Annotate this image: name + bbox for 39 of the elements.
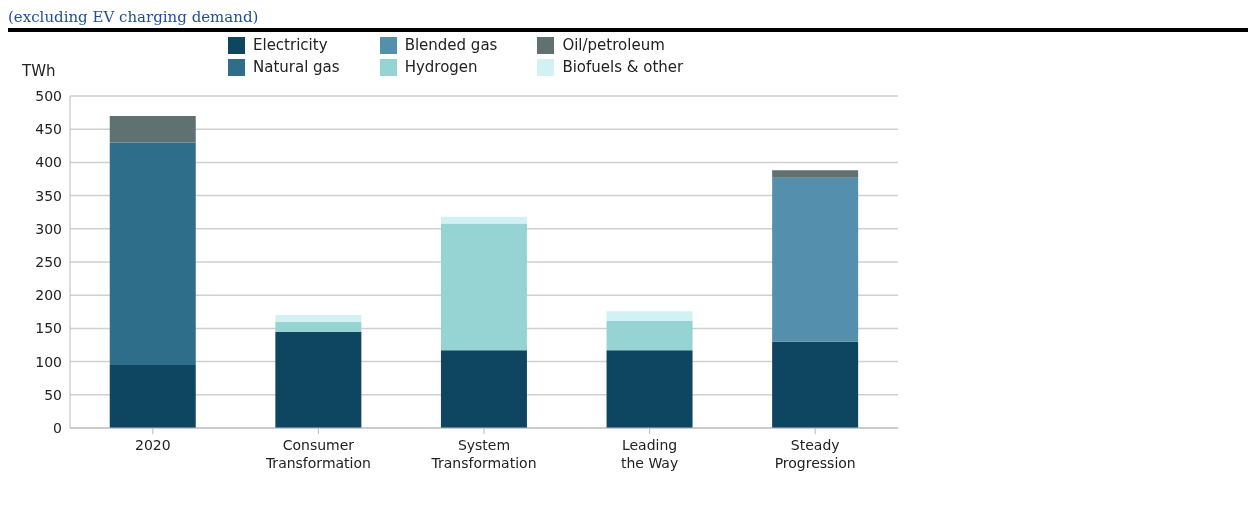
legend-label: Electricity <box>253 36 328 54</box>
bar <box>606 321 693 351</box>
y-tick-label: 100 <box>35 353 62 370</box>
legend-label: Natural gas <box>253 58 340 76</box>
bar <box>109 364 196 428</box>
legend-label: Oil/petroleum <box>562 36 665 54</box>
x-tick-label: Steady Progression <box>774 437 856 471</box>
bar <box>440 216 527 224</box>
legend-label: Hydrogen <box>404 58 478 76</box>
y-tick-label: 400 <box>35 154 62 171</box>
legend-label: Blended gas <box>404 36 498 54</box>
bar <box>772 177 859 342</box>
bar <box>275 315 362 322</box>
x-tick-label: Leading the Way <box>620 437 679 471</box>
y-tick-label: 450 <box>35 121 62 138</box>
bar <box>275 331 362 428</box>
bar <box>440 223 527 351</box>
bar <box>772 341 859 428</box>
y-tick-label: 50 <box>44 386 62 403</box>
y-tick-label: 0 <box>53 419 62 436</box>
y-tick-label: 200 <box>35 287 62 304</box>
x-tick-label: 2020 <box>134 437 171 453</box>
bar <box>440 350 527 428</box>
y-tick-label: 150 <box>35 320 62 337</box>
y-tick-label: 500 <box>35 87 62 104</box>
x-tick-label: Consumer Transformation <box>264 437 371 471</box>
x-tick-label: System Transformation <box>430 437 537 471</box>
y-tick-label: 300 <box>35 220 62 237</box>
bar <box>606 350 693 428</box>
y-axis-title: TWh <box>22 62 56 80</box>
bar <box>109 115 196 143</box>
bar <box>606 311 693 322</box>
legend-label: Biofuels & other <box>562 58 684 76</box>
bar <box>772 170 859 178</box>
bar <box>109 142 196 365</box>
y-tick-label: 350 <box>35 187 62 204</box>
y-tick-label: 250 <box>35 253 62 270</box>
bar <box>275 321 362 332</box>
chart-subtitle: (excluding EV charging demand) <box>8 8 1248 32</box>
